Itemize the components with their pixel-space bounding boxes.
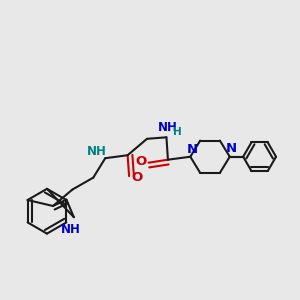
Text: O: O: [131, 171, 142, 184]
Text: NH: NH: [61, 223, 81, 236]
Text: N: N: [226, 142, 237, 155]
Text: N: N: [186, 143, 197, 156]
Text: O: O: [135, 155, 147, 168]
Text: NH: NH: [87, 145, 107, 158]
Text: H: H: [173, 127, 182, 137]
Text: NH: NH: [158, 121, 178, 134]
